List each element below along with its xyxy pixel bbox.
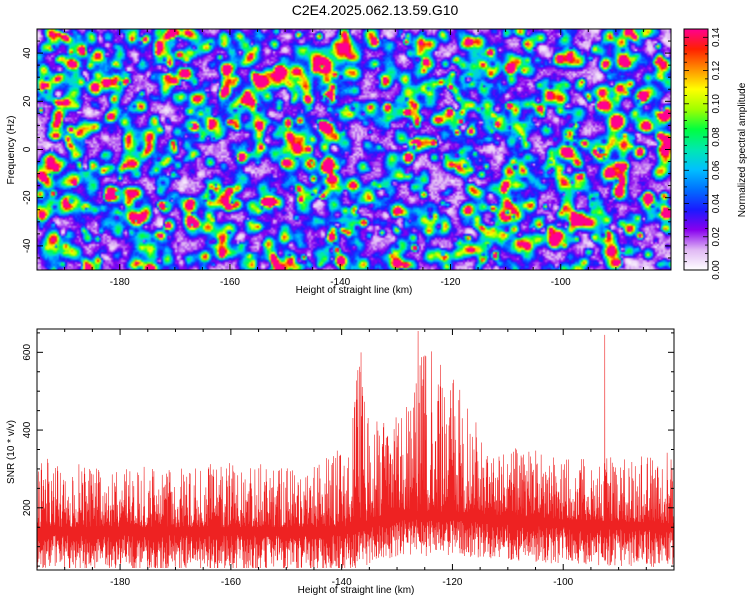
spectrogram-x-tick-label: -180 [110, 277, 130, 288]
spectrogram-y-tick-label: -20 [22, 190, 33, 205]
spectrogram-x-tick-label: -100 [551, 277, 571, 288]
spectrogram-x-tick-label: -160 [220, 277, 240, 288]
snr-x-tick-label: -180 [110, 577, 130, 588]
colorbar-tick-label: 0.04 [711, 193, 722, 213]
colorbar-tick-label: 0.06 [711, 160, 722, 180]
spectrogram-x-tick-label: -140 [330, 277, 350, 288]
spectrogram-y-tick-label: 20 [22, 95, 33, 107]
snr-y-ticks: 200 400 600 [22, 332, 674, 567]
colorbar-ticks: 0.00 0.02 0.04 0.06 0.08 0.10 0.12 0.14 [684, 27, 722, 280]
snr-panel: -180 -160 -140 -120 -100 200 400 600 Height of… [6, 328, 675, 596]
spectrogram-y-tick-label: 0 [22, 146, 33, 152]
spectrogram-heatmap [37, 29, 671, 270]
colorbar-label: Normalized spectral amplitude [737, 82, 748, 217]
snr-x-ticks: -180 -160 -140 -120 -100 [36, 329, 675, 588]
snr-x-label: Height of straight line (km) [298, 585, 415, 596]
figure-title: C2E4.2025.062.13.59.G10 [291, 2, 459, 18]
snr-y-label: SNR (10 * v/v) [6, 420, 17, 484]
colorbar-tick-label: 0.10 [711, 94, 722, 114]
spectrogram-x-label: Height of straight line (km) [296, 285, 413, 296]
spectrogram-x-tick-label: -120 [440, 277, 460, 288]
snr-y-tick-label: 400 [22, 421, 33, 438]
colorbar-tick-label: 0.14 [711, 27, 722, 47]
spectrogram-x-ticks: -180 -160 -140 -120 -100 [36, 29, 672, 288]
colorbar-gradient [683, 28, 709, 271]
colorbar-tick-label: 0.02 [711, 227, 722, 247]
spectrogram-panel: -180 -160 -140 -120 -100 -40 -20 0 20 40 Height … [6, 28, 672, 296]
snr-y-tick-label: 600 [22, 344, 33, 361]
spectrogram-y-label: Frequency (Hz) [6, 116, 17, 185]
colorbar-tick-label: 0.08 [711, 127, 722, 147]
spectrogram-y-tick-label: 40 [22, 47, 33, 59]
snr-x-tick-label: -120 [442, 577, 462, 588]
colorbar-tick-label: 0.12 [711, 60, 722, 80]
snr-series-line [37, 330, 674, 569]
snr-x-tick-label: -140 [332, 577, 352, 588]
colorbar: 0.00 0.02 0.04 0.06 0.08 0.10 0.12 0.14 Normali… [683, 27, 748, 280]
snr-y-tick-label: 200 [22, 499, 33, 516]
spectrogram-y-tick-label: -40 [22, 238, 33, 253]
snr-x-tick-label: -160 [221, 577, 241, 588]
snr-x-tick-label: -100 [553, 577, 573, 588]
colorbar-tick-label: 0.00 [711, 260, 722, 280]
spectrogram-y-ticks: -40 -20 0 20 40 [22, 28, 671, 271]
